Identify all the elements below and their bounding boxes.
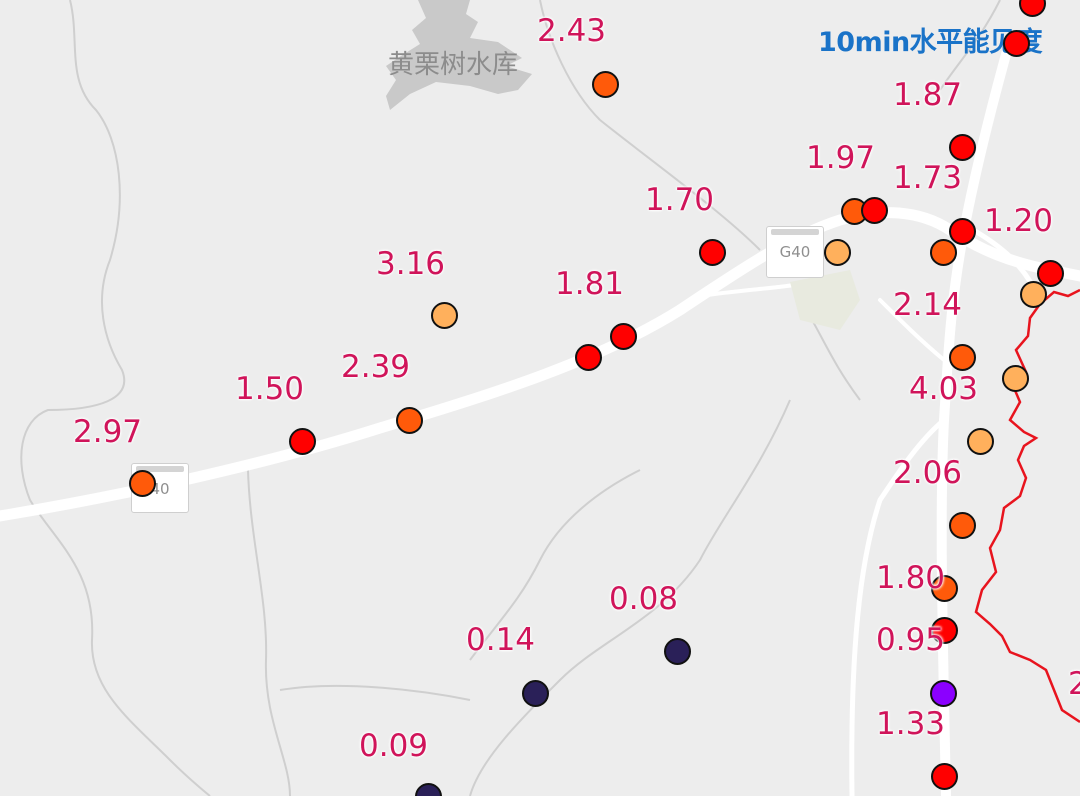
station-marker[interactable] [1019, 280, 1047, 308]
station-marker[interactable] [609, 322, 637, 350]
station-value-label: 1.87 [893, 77, 963, 113]
station-value-label: 2.97 [73, 414, 143, 450]
station-marker[interactable] [930, 762, 958, 790]
station-marker[interactable] [288, 427, 316, 455]
station-marker[interactable] [823, 238, 851, 266]
station-marker[interactable] [948, 133, 976, 161]
station-value-label: 1.70 [645, 182, 715, 218]
station-marker[interactable] [1036, 259, 1064, 287]
station-marker[interactable] [966, 427, 994, 455]
station-marker[interactable] [948, 343, 976, 371]
station-value-label: 1.33 [876, 706, 946, 742]
station-marker[interactable] [698, 238, 726, 266]
station-marker[interactable] [948, 511, 976, 539]
station-value-label: 1.73 [893, 160, 963, 196]
road-shield-g40: G40 [766, 226, 824, 278]
station-value-label: 1.50 [235, 371, 305, 407]
station-value-label: 2.43 [537, 13, 607, 49]
station-value-label: 2.39 [341, 349, 411, 385]
station-value-label: 2 [1068, 666, 1080, 702]
district-boundaries [20, 0, 1001, 796]
station-marker[interactable] [128, 469, 156, 497]
station-marker[interactable] [1001, 364, 1029, 392]
county-border [974, 288, 1080, 724]
reservoir-shape [386, 0, 532, 110]
station-value-label: 1.80 [876, 560, 946, 596]
station-value-label: 0.14 [466, 622, 536, 658]
station-marker[interactable] [948, 217, 976, 245]
station-marker[interactable] [1002, 29, 1030, 57]
station-value-label: 2.06 [893, 455, 963, 491]
station-marker[interactable] [591, 70, 619, 98]
station-marker[interactable] [930, 574, 958, 602]
station-marker[interactable] [663, 637, 691, 665]
station-value-label: 0.95 [876, 622, 946, 658]
station-marker[interactable] [574, 343, 602, 371]
station-marker[interactable] [1018, 0, 1046, 17]
green-area [790, 270, 860, 330]
station-value-label: 2.14 [893, 287, 963, 323]
station-marker[interactable] [930, 616, 958, 644]
station-value-label: 0.08 [609, 581, 679, 617]
station-marker[interactable] [860, 196, 888, 224]
station-marker[interactable] [395, 406, 423, 434]
station-value-label: 4.03 [909, 371, 979, 407]
station-value-label: 1.20 [984, 203, 1054, 239]
reservoir-label: 黄栗树水库 [388, 50, 519, 80]
station-value-label: 3.16 [376, 246, 446, 282]
station-value-label: 1.97 [806, 140, 876, 176]
station-marker[interactable] [929, 238, 957, 266]
station-marker[interactable] [430, 301, 458, 329]
station-marker[interactable] [929, 679, 957, 707]
station-value-label: 0.09 [359, 728, 429, 764]
station-value-label: 1.81 [555, 266, 625, 302]
station-marker[interactable] [521, 679, 549, 707]
